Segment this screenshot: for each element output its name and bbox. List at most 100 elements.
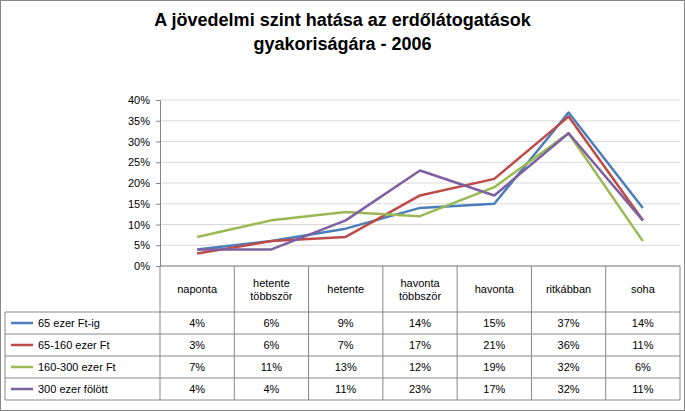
series-line <box>197 117 643 254</box>
table-line <box>5 312 680 313</box>
series-line <box>197 133 643 249</box>
legend-swatch <box>11 322 33 325</box>
y-tick-mark <box>156 225 160 226</box>
y-tick-mark <box>156 100 160 101</box>
table-line <box>160 266 680 267</box>
y-axis-line <box>156 101 161 267</box>
grid-line <box>160 120 680 121</box>
table-value: 17% <box>483 383 505 395</box>
chart: A jövedelmi szint hatása az erdőlátogatá… <box>0 0 685 411</box>
series-line <box>197 112 643 249</box>
y-tick-label: 0% <box>134 260 150 272</box>
table-value: 6% <box>263 339 279 351</box>
y-tick: 25% <box>128 156 160 168</box>
table-value: 11% <box>335 383 356 395</box>
table-value: 11% <box>632 339 653 351</box>
table-line <box>5 400 680 401</box>
table-value: 6% <box>263 317 279 329</box>
table-value: 36% <box>558 339 580 351</box>
table-value: 37% <box>558 317 580 329</box>
grid-line <box>160 141 680 142</box>
x-tick-label-line: ritkábban <box>546 283 591 295</box>
x-tick-label: hetentetöbbször <box>250 277 293 302</box>
y-tick-mark <box>156 142 160 143</box>
table-value: 6% <box>635 361 651 373</box>
table-line <box>5 312 6 400</box>
x-tick-label: havontatöbbször <box>399 277 442 302</box>
table-value: 4% <box>189 383 205 395</box>
y-tick: 40% <box>128 94 160 106</box>
y-tick-label: 30% <box>128 136 150 148</box>
y-tick-label: 5% <box>134 239 150 251</box>
table-value: 23% <box>409 383 431 395</box>
chart-border <box>1 1 685 411</box>
title-line: A jövedelmi szint hatása az erdőlátogatá… <box>154 10 531 30</box>
y-tick-mark <box>156 121 160 122</box>
table-line <box>457 266 458 400</box>
table-value: 19% <box>483 361 505 373</box>
table-value: 13% <box>335 361 357 373</box>
y-tick: 35% <box>128 115 160 127</box>
y-tick-label: 35% <box>128 115 150 127</box>
y-tick: 15% <box>128 198 160 210</box>
table-line <box>382 266 383 400</box>
y-tick: 10% <box>128 219 160 231</box>
series-line <box>197 133 643 241</box>
y-tick-mark <box>156 183 160 184</box>
x-tick-label: ritkábban <box>546 283 591 295</box>
legend-label: 300 ezer fölött <box>38 383 108 395</box>
legend-swatch <box>11 388 33 391</box>
x-tick-label-line: hetente <box>253 277 290 289</box>
y-tick-mark <box>156 162 160 163</box>
grid-line <box>160 266 680 267</box>
y-axis: 0% 5% 10% 15% 20% 25% 30% 35% 40% <box>128 94 161 272</box>
x-tick-label-line: hetente <box>327 283 364 295</box>
table-line <box>531 266 532 400</box>
x-tick-label: soha <box>631 283 656 295</box>
table-line <box>680 266 681 400</box>
y-tick: 20% <box>128 177 160 189</box>
y-tick-label: 15% <box>128 198 150 210</box>
legend-label: 160-300 ezer Ft <box>38 361 116 373</box>
table-line <box>160 266 161 400</box>
table-value: 7% <box>189 361 205 373</box>
y-tick-label: 10% <box>128 219 150 231</box>
table-value: 14% <box>409 317 431 329</box>
legend-swatch <box>11 344 33 347</box>
table-value: 11% <box>632 383 653 395</box>
x-tick-label-line: többször <box>250 290 293 302</box>
table-line <box>5 356 680 357</box>
table-value: 12% <box>409 361 431 373</box>
lines <box>197 112 643 253</box>
grid-line <box>160 203 680 204</box>
grid-line <box>160 100 680 101</box>
table-value: 14% <box>632 317 654 329</box>
table-line <box>5 378 680 379</box>
y-tick-label: 40% <box>128 94 150 106</box>
x-tick-label-line: többször <box>399 290 442 302</box>
table-value: 15% <box>483 317 505 329</box>
y-tick-label: 20% <box>128 177 150 189</box>
table-line <box>234 266 235 400</box>
table-value: 17% <box>409 339 431 351</box>
legend-label: 65 ezer Ft-ig <box>38 317 100 329</box>
y-tick-mark <box>156 245 160 246</box>
x-tick-label: naponta <box>177 283 218 295</box>
table-value: 21% <box>483 339 505 351</box>
table-value: 11% <box>261 361 282 373</box>
data-table: napontahetentetöbbszörhetentehavontatöbb… <box>5 266 680 400</box>
y-tick: 5% <box>134 239 160 251</box>
grid-line <box>160 224 680 225</box>
table-line <box>5 334 680 335</box>
x-tick-label-line: naponta <box>177 283 218 295</box>
title: A jövedelmi szint hatása az erdőlátogatá… <box>154 10 531 54</box>
table-value: 32% <box>558 361 580 373</box>
table-value: 4% <box>263 383 279 395</box>
table-value: 9% <box>338 317 354 329</box>
table-value: 7% <box>338 339 354 351</box>
table-value: 4% <box>189 317 205 329</box>
y-tick-label: 25% <box>128 156 150 168</box>
y-tick: 0% <box>134 260 160 272</box>
x-tick-label-line: soha <box>631 283 656 295</box>
table-line <box>605 266 606 400</box>
